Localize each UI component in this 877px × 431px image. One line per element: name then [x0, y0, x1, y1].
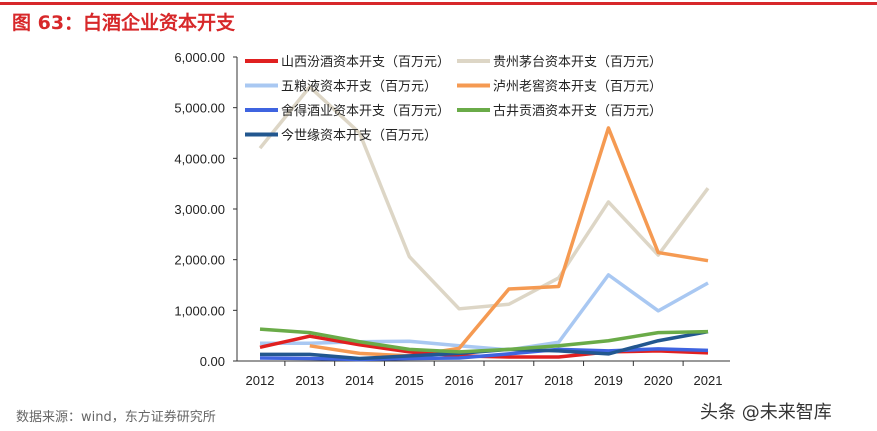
x-tick-label: 2012 [246, 373, 275, 388]
legend-label: 五粮液资本开支（百万元） [281, 80, 437, 95]
top-rule [0, 2, 877, 5]
series-line [259, 327, 709, 354]
series-line [259, 347, 709, 362]
legend-label: 泸州老窖资本开支（百万元） [493, 79, 662, 95]
watermark: 头条 @未来智库 [700, 402, 832, 423]
x-tick-label: 2017 [494, 373, 523, 388]
y-tick-label: 5,000.00 [174, 101, 225, 116]
y-tick-label: 2,000.00 [174, 253, 225, 268]
source-note: 数据来源：wind，东方证券研究所 [16, 410, 216, 425]
x-tick-label: 2020 [644, 373, 673, 388]
x-tick-label: 2018 [544, 373, 573, 388]
series-line [258, 85, 710, 311]
series-line [260, 273, 709, 352]
x-tick-label: 2015 [395, 373, 424, 388]
y-tick-label: 0.00 [200, 354, 225, 369]
figure-title: 图 63：白酒企业资本开支 [12, 12, 236, 34]
legend-label: 今世缘资本开支（百万元） [281, 128, 437, 144]
legend-label: 贵州茅台资本开支（百万元） [493, 55, 662, 70]
y-tick-label: 4,000.00 [174, 151, 225, 166]
legend-label: 山西汾酒资本开支（百万元） [281, 55, 450, 70]
y-tick-label: 1,000.00 [174, 303, 225, 318]
y-tick-label: 3,000.00 [174, 202, 225, 217]
legend-label: 古井贡酒资本开支（百万元） [493, 104, 662, 119]
x-tick-label: 2013 [295, 373, 324, 388]
series-line [309, 126, 709, 358]
legend-label: 舍得酒业资本开支（百万元） [281, 103, 450, 119]
x-tick-label: 2016 [445, 373, 474, 388]
x-tick-label: 2019 [594, 373, 623, 388]
y-tick-label: 6,000.00 [174, 50, 225, 65]
x-tick-label: 2014 [345, 373, 374, 388]
x-tick-label: 2021 [694, 373, 723, 388]
